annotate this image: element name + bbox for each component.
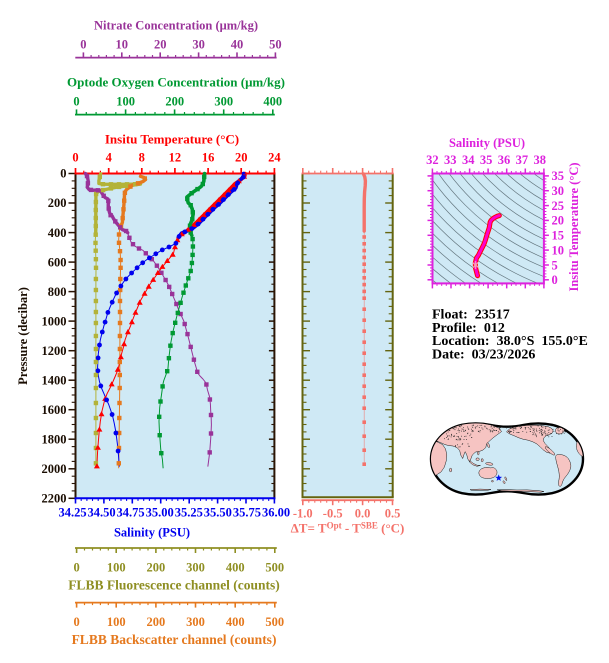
svg-text:10: 10 xyxy=(116,38,129,52)
svg-text:32: 32 xyxy=(426,153,439,167)
svg-text:400: 400 xyxy=(263,95,282,109)
svg-text:500: 500 xyxy=(265,561,284,575)
svg-text:1800: 1800 xyxy=(42,432,67,446)
svg-text:100: 100 xyxy=(107,561,126,575)
svg-text:Optode Oxygen Concentration (μ: Optode Oxygen Concentration (μm/kg) xyxy=(67,75,285,90)
svg-text:35: 35 xyxy=(552,169,565,183)
svg-text:Pressure (decibar): Pressure (decibar) xyxy=(16,287,30,385)
svg-text:2000: 2000 xyxy=(42,462,67,476)
svg-text:40: 40 xyxy=(231,38,244,52)
svg-text:34: 34 xyxy=(462,153,475,167)
svg-text:36.00: 36.00 xyxy=(262,506,290,520)
svg-text:800: 800 xyxy=(48,285,67,299)
svg-text:300: 300 xyxy=(186,615,205,629)
svg-text:20: 20 xyxy=(154,38,167,52)
svg-text:ΔT= TOpt - TSBE (°C): ΔT= TOpt - TSBE (°C) xyxy=(291,520,405,535)
svg-text:35.75: 35.75 xyxy=(233,506,261,520)
svg-text:12: 12 xyxy=(169,151,182,165)
svg-text:600: 600 xyxy=(48,255,67,269)
svg-text:100: 100 xyxy=(116,95,135,109)
svg-text:300: 300 xyxy=(214,95,233,109)
svg-text:30: 30 xyxy=(192,38,205,52)
svg-text:0: 0 xyxy=(73,561,79,575)
svg-text:FLBB Backscatter channel (coun: FLBB Backscatter channel (counts) xyxy=(72,632,277,647)
svg-text:1200: 1200 xyxy=(42,344,67,358)
svg-text:Date: 03/23/2026: Date: 03/23/2026 xyxy=(432,347,535,362)
svg-text:50: 50 xyxy=(269,38,282,52)
svg-text:Insitu Temperature (°C): Insitu Temperature (°C) xyxy=(567,162,581,291)
svg-text:Insitu Temperature (°C): Insitu Temperature (°C) xyxy=(105,132,239,147)
svg-text:0: 0 xyxy=(80,38,86,52)
svg-text:34.75: 34.75 xyxy=(117,506,145,520)
svg-text:25: 25 xyxy=(552,199,565,213)
svg-text:37: 37 xyxy=(516,153,529,167)
svg-text:34.25: 34.25 xyxy=(58,506,86,520)
svg-text:200: 200 xyxy=(147,615,166,629)
svg-text:15: 15 xyxy=(552,229,565,243)
svg-text:0: 0 xyxy=(72,151,78,165)
svg-text:500: 500 xyxy=(265,615,284,629)
svg-text:300: 300 xyxy=(186,561,205,575)
svg-text:35.00: 35.00 xyxy=(146,506,174,520)
svg-text:400: 400 xyxy=(226,561,245,575)
svg-text:1400: 1400 xyxy=(42,373,67,387)
svg-text:FLBB Fluorescence channel (cou: FLBB Fluorescence channel (counts) xyxy=(68,578,280,593)
svg-text:20: 20 xyxy=(235,151,248,165)
svg-text:2200: 2200 xyxy=(42,492,67,506)
svg-text:20: 20 xyxy=(552,214,565,228)
svg-text:-1.0: -1.0 xyxy=(293,507,313,521)
svg-text:0.0: 0.0 xyxy=(355,507,371,521)
svg-text:0: 0 xyxy=(60,167,66,181)
svg-text:400: 400 xyxy=(48,226,67,240)
svg-text:Salinity (PSU): Salinity (PSU) xyxy=(114,526,190,540)
svg-text:Nitrate Concentration (μm/kg): Nitrate Concentration (μm/kg) xyxy=(94,19,258,33)
svg-text:Salinity (PSU): Salinity (PSU) xyxy=(449,136,525,150)
svg-text:16: 16 xyxy=(202,151,215,165)
svg-text:Profile: 012: Profile: 012 xyxy=(432,321,505,336)
svg-text:35.50: 35.50 xyxy=(204,506,232,520)
svg-text:36: 36 xyxy=(498,153,511,167)
svg-text:1600: 1600 xyxy=(42,403,67,417)
svg-text:0: 0 xyxy=(73,615,79,629)
svg-text:30: 30 xyxy=(552,184,565,198)
svg-text:0.5: 0.5 xyxy=(385,507,401,521)
svg-text:35: 35 xyxy=(480,153,493,167)
svg-text:8: 8 xyxy=(139,151,145,165)
svg-text:-0.5: -0.5 xyxy=(323,507,343,521)
svg-text:200: 200 xyxy=(48,196,67,210)
svg-text:100: 100 xyxy=(107,615,126,629)
svg-text:0: 0 xyxy=(552,273,558,287)
svg-text:33: 33 xyxy=(444,153,457,167)
svg-text:10: 10 xyxy=(552,243,565,257)
svg-text:4: 4 xyxy=(106,151,113,165)
svg-text:200: 200 xyxy=(147,561,166,575)
svg-text:38: 38 xyxy=(534,153,547,167)
svg-text:35.25: 35.25 xyxy=(175,506,203,520)
svg-text:1000: 1000 xyxy=(42,314,67,328)
svg-text:Location: 38.0°S 155.0°E: Location: 38.0°S 155.0°E xyxy=(432,334,588,349)
svg-text:24: 24 xyxy=(268,151,281,165)
svg-text:5: 5 xyxy=(552,258,558,272)
svg-text:0: 0 xyxy=(73,95,79,109)
svg-text:200: 200 xyxy=(165,95,184,109)
svg-text:400: 400 xyxy=(226,615,245,629)
svg-text:Float: 23517: Float: 23517 xyxy=(432,308,510,323)
svg-text:34.50: 34.50 xyxy=(88,506,116,520)
